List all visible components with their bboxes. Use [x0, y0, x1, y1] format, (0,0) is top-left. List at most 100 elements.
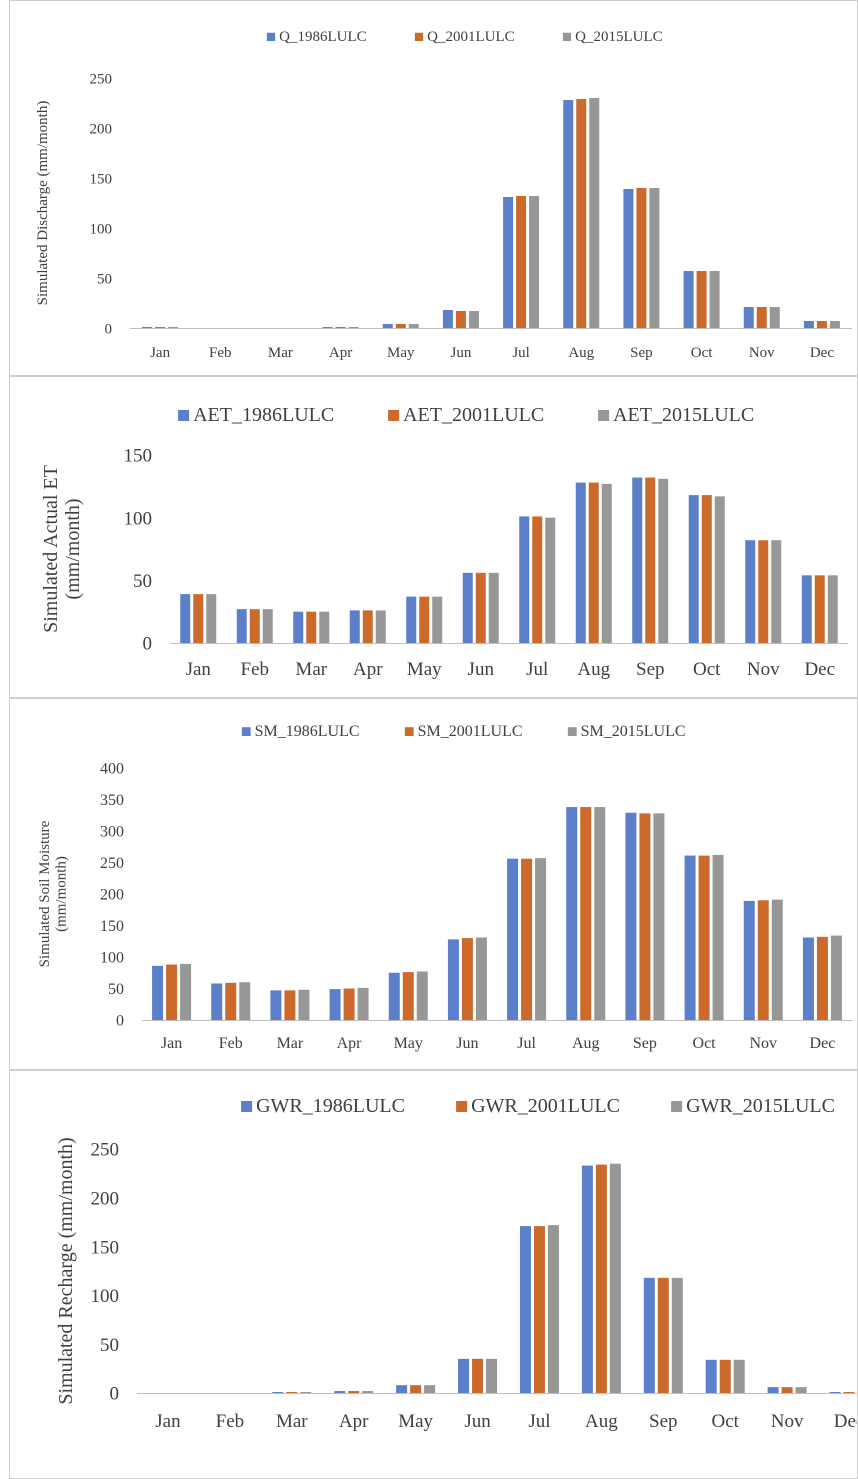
discharge-ytick-1: 50	[97, 271, 112, 287]
aet-bar-apr-s1	[349, 610, 360, 643]
discharge-bar-jan-s3	[168, 327, 179, 328]
soil-moisture-bar-may-s1	[388, 972, 400, 1020]
discharge-bar-jun-s2	[455, 311, 466, 328]
soil-moisture-bar-dec-s2	[816, 936, 828, 1020]
discharge-xtick-mar: Mar	[268, 345, 293, 361]
soil-moisture-xtick-jul: Jul	[517, 1035, 536, 1052]
recharge-bar-may-s1	[396, 1385, 408, 1393]
discharge-bar-jun-s3	[468, 311, 479, 328]
recharge-xtick-may: May	[398, 1411, 433, 1432]
aet-chart-panel: AET_1986LULC AET_2001LULC AET_2015LULC 0 50 1…	[9, 376, 858, 698]
soil-moisture-bar-jun-s2	[461, 938, 473, 1020]
aet-bar-jun-s1	[462, 572, 473, 643]
aet-bar-sep-s2	[645, 477, 656, 643]
discharge-bar-dec-s2	[816, 321, 827, 328]
recharge-chart-panel: GWR_1986LULC GWR_2001LULC GWR_2015LULC 0 50 1…	[9, 1070, 858, 1479]
aet-bar-feb-s2	[249, 609, 260, 643]
recharge-xtick-apr: Apr	[339, 1411, 369, 1432]
soil-moisture-xtick-jan: Jan	[161, 1035, 182, 1052]
recharge-ytick-1: 50	[100, 1335, 119, 1356]
discharge-ytick-2: 100	[90, 221, 113, 237]
discharge-bar-dec-s1	[803, 321, 814, 328]
soil-moisture-bar-jan-s1	[152, 965, 164, 1020]
recharge-ytick-4: 200	[91, 1188, 120, 1209]
soil-moisture-xtick-sep: Sep	[633, 1035, 657, 1052]
aet-bar-mar-s3	[319, 611, 330, 643]
discharge-xtick-jan: Jan	[150, 345, 170, 361]
recharge-xtick-oct: Oct	[711, 1411, 739, 1432]
soil-moisture-xtick-apr: Apr	[337, 1035, 363, 1052]
soil-moisture-legend-swatch-2	[404, 727, 414, 736]
discharge-legend-swatch-2	[414, 32, 424, 41]
recharge-bar-jul-s3	[547, 1225, 559, 1393]
aet-bar-dec-s2	[814, 575, 825, 643]
soil-moisture-legend-label-1: SM_1986LULC	[255, 723, 360, 740]
aet-xtick-oct: Oct	[693, 659, 721, 680]
discharge-bar-oct-s3	[709, 271, 720, 328]
aet-bar-jul-s1	[519, 516, 530, 643]
recharge-bar-oct-s2	[719, 1359, 731, 1393]
recharge-bar-jun-s1	[458, 1358, 470, 1393]
aet-xtick-apr: Apr	[353, 659, 383, 680]
soil-moisture-ytick-0: 0	[116, 1013, 124, 1030]
discharge-xtick-jun: Jun	[450, 345, 471, 361]
aet-xtick-aug: Aug	[577, 659, 610, 680]
soil-moisture-bar-oct-s2	[698, 855, 710, 1020]
soil-moisture-bar-may-s3	[416, 971, 428, 1020]
soil-moisture-xtick-may: May	[394, 1035, 423, 1052]
aet-bar-sep-s3	[658, 478, 669, 643]
recharge-legend-swatch-2	[456, 1101, 468, 1112]
aet-ytick-1: 50	[133, 571, 152, 592]
aet-bar-sep-s1	[632, 477, 643, 643]
recharge-bar-dec-s1	[829, 1392, 841, 1393]
discharge-xtick-oct: Oct	[691, 345, 713, 361]
recharge-ytick-0: 0	[110, 1384, 120, 1405]
recharge-bar-jun-s3	[486, 1358, 498, 1393]
aet-xtick-may: May	[407, 659, 442, 680]
soil-moisture-bar-sep-s2	[639, 813, 651, 1020]
aet-legend-swatch-3	[598, 410, 610, 421]
soil-moisture-ytick-1: 50	[108, 981, 124, 998]
recharge-bar-sep-s3	[671, 1277, 683, 1393]
soil-moisture-xtick-feb: Feb	[219, 1035, 243, 1052]
recharge-bar-mar-s1	[272, 1392, 284, 1393]
aet-legend-label-3: AET_2015LULC	[613, 404, 754, 426]
soil-moisture-bar-jan-s3	[180, 963, 192, 1020]
recharge-bar-sep-s1	[643, 1277, 655, 1393]
recharge-xtick-aug: Aug	[585, 1411, 618, 1432]
recharge-chart: GWR_1986LULC GWR_2001LULC GWR_2015LULC 0 50 1…	[55, 1095, 857, 1432]
discharge-bar-aug-s3	[589, 98, 600, 328]
soil-moisture-ytick-5: 250	[100, 855, 124, 872]
discharge-ytick-4: 200	[90, 121, 113, 137]
aet-xtick-sep: Sep	[636, 659, 665, 680]
aet-ytick-3: 150	[124, 446, 153, 467]
aet-xtick-mar: Mar	[295, 659, 327, 680]
aet-bar-apr-s2	[362, 610, 373, 643]
soil-moisture-bar-apr-s2	[343, 988, 355, 1020]
recharge-bar-mar-s3	[300, 1392, 312, 1393]
soil-moisture-bar-apr-s3	[357, 987, 369, 1020]
aet-bar-aug-s3	[601, 483, 612, 643]
discharge-bar-jan-s2	[155, 327, 166, 328]
recharge-bar-oct-s1	[705, 1359, 717, 1393]
recharge-bar-may-s2	[410, 1385, 422, 1393]
soil-moisture-bar-jan-s2	[166, 964, 178, 1020]
soil-moisture-ytick-7: 350	[100, 792, 124, 809]
aet-bar-jul-s3	[545, 517, 556, 643]
soil-moisture-ytick-3: 150	[100, 918, 124, 935]
aet-xtick-nov: Nov	[747, 659, 780, 680]
aet-bar-oct-s3	[714, 496, 725, 643]
recharge-xtick-dec: Dec	[834, 1411, 857, 1432]
discharge-legend-swatch-3	[562, 32, 572, 41]
soil-moisture-xtick-aug: Aug	[572, 1035, 600, 1052]
discharge-bar-aug-s1	[563, 100, 574, 328]
aet-legend: AET_1986LULC AET_2001LULC AET_2015LULC	[178, 404, 754, 426]
soil-moisture-xtick-nov: Nov	[749, 1035, 777, 1052]
soil-moisture-bar-sep-s1	[625, 812, 637, 1020]
aet-bar-feb-s3	[262, 609, 273, 643]
aet-legend-label-1: AET_1986LULC	[193, 404, 334, 426]
soil-moisture-xtick-dec: Dec	[810, 1035, 836, 1052]
discharge-xtick-nov: Nov	[749, 345, 775, 361]
aet-legend-swatch-1	[178, 410, 190, 421]
discharge-ylabel: Simulated Discharge (mm/month)	[35, 101, 51, 306]
